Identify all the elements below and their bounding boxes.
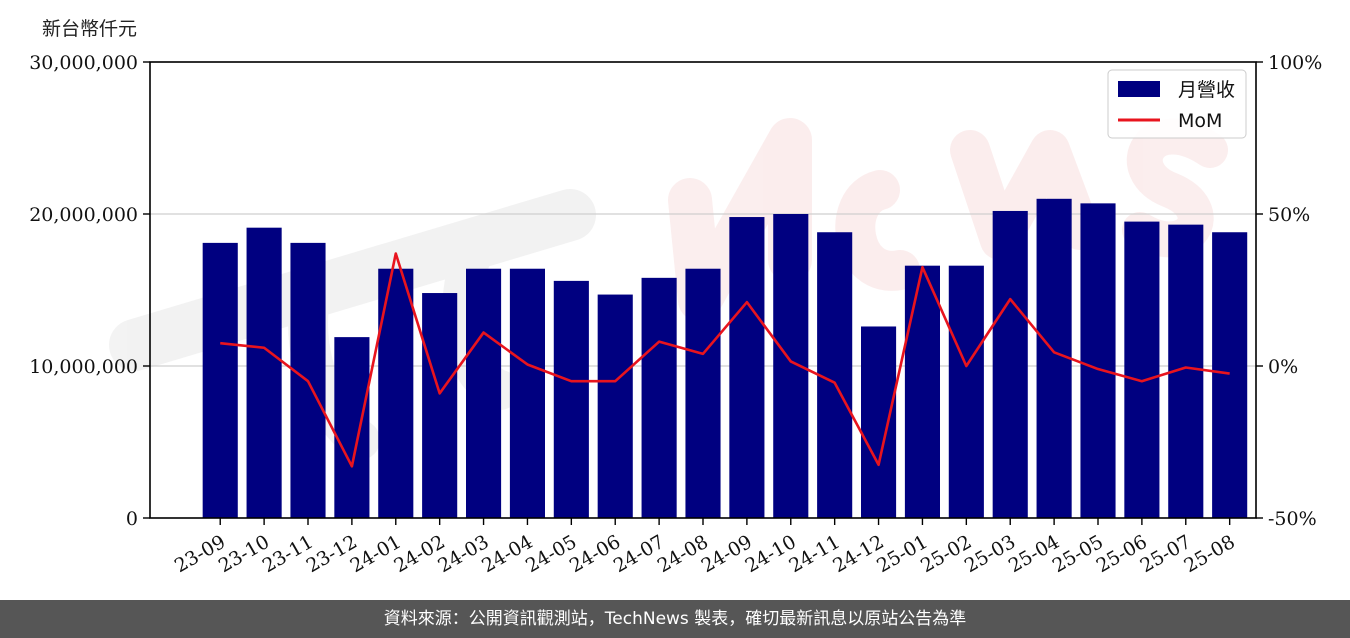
bar bbox=[334, 337, 370, 518]
bar bbox=[597, 294, 633, 518]
source-footer: 資料來源：公開資訊觀測站，TechNews 製表，確切最新訊息以原站公告為準 bbox=[0, 600, 1350, 638]
bar bbox=[246, 227, 282, 518]
y2-tick-label: 50% bbox=[1268, 204, 1310, 226]
legend: 月營收 MoM bbox=[1107, 69, 1247, 139]
bar bbox=[729, 217, 765, 519]
legend-label-revenue: 月營收 bbox=[1178, 79, 1235, 101]
y-tick-label: 30,000,000 bbox=[29, 52, 138, 74]
legend-label-mom: MoM bbox=[1178, 110, 1222, 132]
bar bbox=[378, 268, 414, 518]
bar bbox=[948, 265, 984, 518]
x-tick-label: 25-08 bbox=[1180, 531, 1238, 577]
bar bbox=[1212, 232, 1248, 519]
chart: 0 10,000,000 20,000,000 30,000,000 -50% 0% 50%… bbox=[29, 52, 1322, 577]
bar bbox=[861, 326, 897, 518]
bar bbox=[422, 293, 458, 518]
bar bbox=[817, 232, 853, 519]
y-tick-label: 10,000,000 bbox=[29, 356, 138, 378]
mom-line bbox=[220, 252, 1230, 468]
y-axis-title: 新台幣仟元 bbox=[42, 18, 138, 40]
bar bbox=[1080, 203, 1116, 519]
bar bbox=[992, 210, 1028, 518]
y-tick-label: 20,000,000 bbox=[29, 204, 138, 226]
bar bbox=[685, 268, 721, 518]
bar bbox=[641, 277, 677, 518]
bar-series bbox=[202, 198, 1248, 519]
y-tick-label: 0 bbox=[126, 508, 138, 530]
bar bbox=[553, 280, 589, 518]
bar bbox=[904, 265, 940, 518]
mom-series bbox=[220, 252, 1230, 468]
bar bbox=[466, 268, 502, 518]
bar bbox=[202, 242, 238, 518]
bar bbox=[1124, 221, 1160, 518]
legend-swatch-bar bbox=[1118, 81, 1160, 97]
bar bbox=[1036, 198, 1072, 519]
bar bbox=[509, 268, 545, 518]
y2-tick-label: -50% bbox=[1268, 508, 1317, 530]
y2-tick-label: 100% bbox=[1268, 52, 1322, 74]
y2-tick-label: 0% bbox=[1268, 356, 1298, 378]
